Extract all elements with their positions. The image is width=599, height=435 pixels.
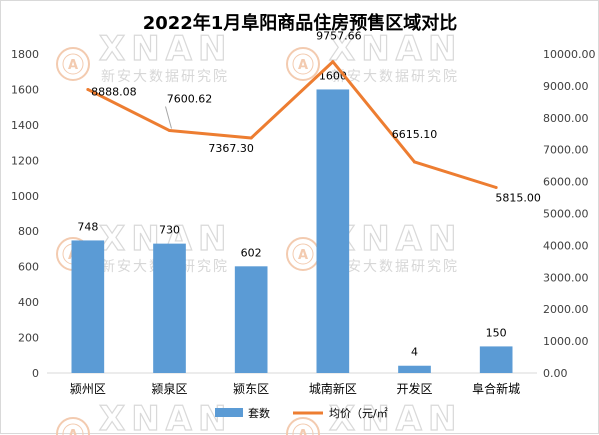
bar-value-label: 4 [411,346,418,359]
right-tick-label: 7000.00 [543,144,589,157]
watermark-text: 新安大数据研究院 [101,69,229,85]
watermark-text: 新安大数据研究院 [331,259,459,275]
bar [479,346,513,373]
watermark-logo-letter: A [298,428,308,435]
right-tick-label: 5000.00 [543,208,589,221]
right-tick-label: 3000.00 [543,271,589,284]
watermark-logo-ring [286,47,320,81]
left-tick-label: 1200 [11,154,39,167]
left-tick-label: 400 [18,296,39,309]
watermark-logo-letter: A [68,428,78,435]
category-label: 城南新区 [309,381,357,396]
line-series: 8888.08 7600.62 7367.30 9757.66 6615.10 5815.… [86,30,541,205]
watermark-latin: XNAN [329,219,462,259]
right-tick-label: 10000.00 [543,48,596,61]
legend: 套数 均价（元/㎡ [215,407,388,420]
category-label: 颍泉区 [151,382,187,396]
left-tick-label: 1800 [11,48,39,61]
left-tick-label: 0 [32,367,39,380]
price-point [331,60,335,64]
category-label: 颍东区 [233,382,269,396]
watermark-latin: XNAN [99,399,232,435]
price-point [494,186,498,190]
x-axis-categories: 颍州区 颍泉区 颍东区 城南新区 开发区 阜合新城 [70,381,520,396]
right-tick-label: 8000.00 [543,112,589,125]
watermark-logo-inner [292,243,314,265]
watermark-logo-letter: A [298,58,308,73]
right-tick-label: 1000.00 [543,335,589,348]
right-tick-label: 6000.00 [543,176,589,189]
left-tick-label: 1000 [11,190,39,203]
left-tick-label: 800 [18,225,39,238]
price-point [168,129,171,133]
category-label: 颍州区 [70,382,106,396]
category-label: 阜合新城 [472,381,520,396]
watermark-latin: XNAN [329,399,462,435]
price-value-label: 8888.08 [91,85,137,98]
legend-bar-label: 套数 [248,407,270,420]
price-value-label: 5815.00 [495,192,541,205]
price-line [87,60,497,189]
price-point [413,160,416,164]
bar [71,240,105,373]
legend-bar-swatch [215,408,243,417]
right-tick-label: 2000.00 [543,303,589,316]
category-label: 开发区 [396,381,432,396]
right-y-axis: 0.00 1000.00 2000.00 3000.00 4000.00 5000.00 6… [543,48,596,380]
price-value-label: 6615.10 [392,128,438,141]
left-tick-label: 1600 [11,83,39,96]
price-value-label: 7367.30 [208,142,254,155]
price-point [249,136,253,140]
right-tick-label: 4000.00 [543,239,589,252]
price-point [86,87,90,91]
left-tick-label: 1400 [11,119,39,132]
bar [234,266,268,373]
right-tick-label: 9000.00 [543,80,589,93]
watermark-latin: XNAN [329,29,462,69]
watermark-text: 新安大数据研究院 [331,69,459,85]
right-tick-label: 0.00 [543,367,568,380]
bar-value-label: 602 [241,246,262,259]
price-value-label: 7600.62 [167,93,213,106]
price-label-leader [165,106,172,129]
watermark-logo-letter: A [298,248,308,263]
left-tick-label: 200 [18,332,39,345]
price-value-label: 9757.66 [316,30,362,43]
bar-value-label: 150 [486,326,507,339]
bar-value-label: 730 [159,224,180,237]
watermark-logo-inner [62,53,84,75]
bar-value-label: 748 [77,220,98,233]
watermark: AXNAN新安大数据研究院AXNAN新安大数据研究院AXNAN新安大数据研究院A… [56,28,462,435]
left-tick-label: 600 [18,261,39,274]
legend-line-label: 均价（元/㎡ [329,407,388,420]
chart-title: 2022年1月阜阳商品住房预售区域对比 [143,12,458,34]
watermark-logo-inner [292,53,314,75]
left-y-axis: 0 200 400 600 800 1000 1200 1400 1600 1800 [11,48,39,380]
watermark-latin: XNAN [99,29,232,69]
watermark-logo-ring [56,47,90,81]
bar [153,243,186,373]
watermark-logo-letter: A [68,58,78,73]
bar [398,365,431,373]
bar [316,89,350,373]
